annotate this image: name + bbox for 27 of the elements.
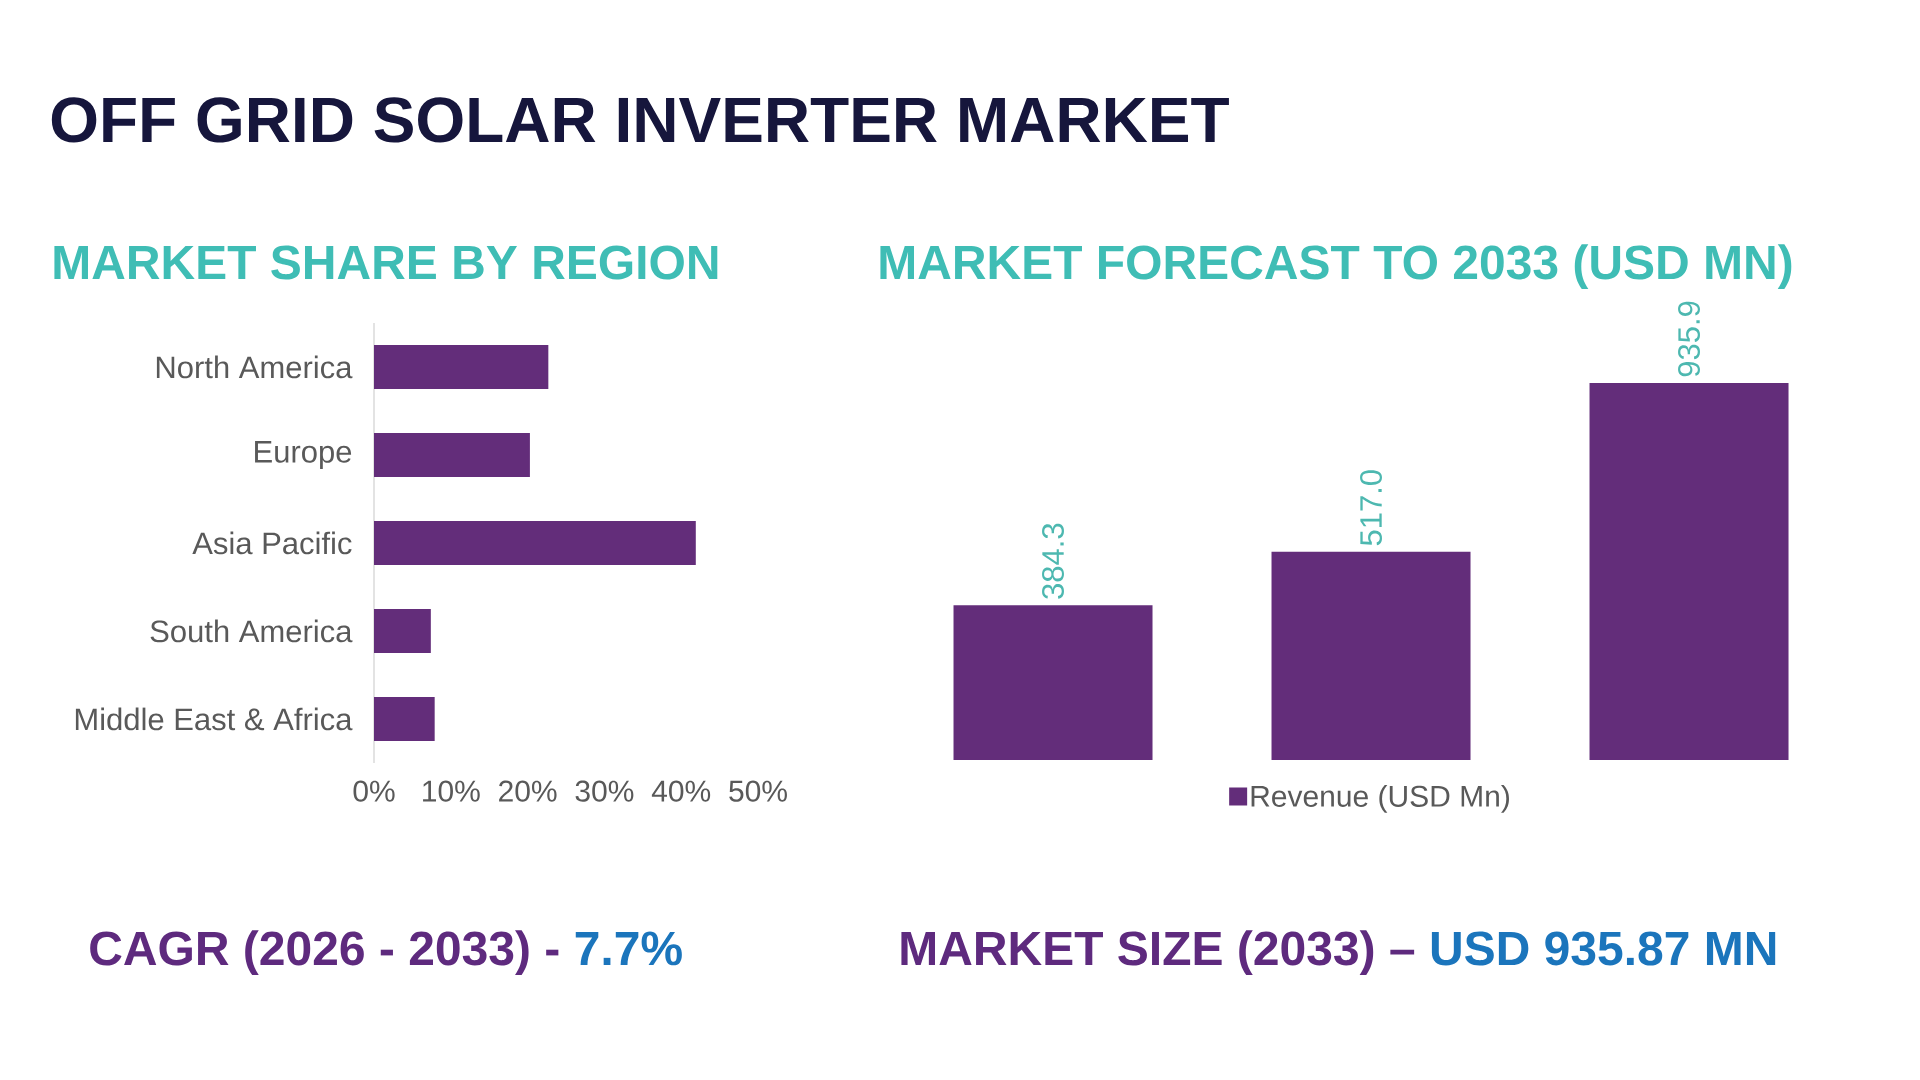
text: 7.7% bbox=[575, 931, 682, 966]
x-tick-label: 40% bbox=[651, 780, 711, 802]
text: OFF GRID SOLAR INVERTER MARKET bbox=[51, 97, 1229, 143]
bar bbox=[374, 609, 431, 653]
x-tick-label: 30% bbox=[575, 780, 634, 802]
x-tick-label: 20% bbox=[499, 780, 557, 802]
legend-label: Revenue (USD Mn) bbox=[1251, 784, 1509, 813]
x-tick-label: 10% bbox=[423, 780, 480, 802]
x-tick-label: 0% bbox=[353, 780, 395, 802]
bar bbox=[374, 697, 435, 741]
y-tick-label: South America bbox=[150, 619, 353, 643]
data-label: 935.9 bbox=[1678, 301, 1700, 377]
bar bbox=[374, 345, 549, 389]
text: MARKET SIZE (2033) – bbox=[901, 930, 1415, 975]
text: USD 935.87 MN bbox=[1431, 931, 1776, 966]
chart-title: MARKET FORECAST TO 2033 (USD MN) bbox=[880, 244, 1792, 289]
text: CAGR (2026 - 2033) - bbox=[90, 930, 559, 975]
y-tick-label: Middle East & Africa bbox=[75, 707, 353, 731]
data-label: 384.3 bbox=[1042, 523, 1064, 599]
bar bbox=[374, 521, 696, 565]
y-tick-label: North America bbox=[156, 355, 353, 379]
data-label: 517.0 bbox=[1360, 470, 1382, 546]
chart-title: MARKET SHARE BY REGION bbox=[54, 245, 718, 280]
y-tick-label: Asia Pacific bbox=[192, 531, 352, 555]
y-tick-label: Europe bbox=[255, 441, 352, 469]
bar bbox=[374, 433, 530, 477]
x-tick-label: 50% bbox=[729, 780, 787, 802]
